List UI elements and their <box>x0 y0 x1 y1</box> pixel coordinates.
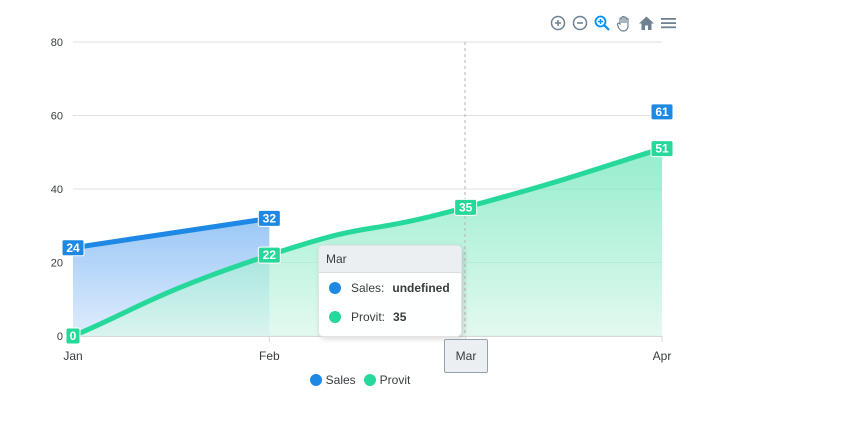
data-label-text: 61 <box>655 105 669 119</box>
data-label-text: 0 <box>70 329 77 343</box>
legend-label-sales: Sales <box>325 373 356 387</box>
data-label-box <box>454 198 478 216</box>
tooltip-row-sales: Sales: undefined <box>319 273 461 302</box>
legend-marker-provit <box>363 374 376 386</box>
menu-icon[interactable] <box>658 12 678 34</box>
legend-marker-sales <box>309 374 322 386</box>
x-axis-tooltip: Mar <box>444 339 488 373</box>
y-tick-label: 40 <box>51 184 63 196</box>
legend-item-sales[interactable]: Sales <box>309 373 356 387</box>
tooltip-value-sales: undefined <box>392 280 450 295</box>
y-tick-label: 60 <box>51 111 63 123</box>
tooltip-row-provit: Provit: 35 <box>319 302 461 331</box>
selection-zoom-icon[interactable] <box>592 12 612 34</box>
x-tick-label: Apr <box>653 349 672 363</box>
tooltip-marker-sales <box>329 281 341 294</box>
data-label-box <box>61 239 85 257</box>
data-label-text: 22 <box>263 248 277 262</box>
data-label-provit: 0 <box>65 327 81 345</box>
data-label-box <box>257 246 281 264</box>
y-axis: 80 60 40 20 0 <box>51 37 63 343</box>
data-label-text: 35 <box>459 200 473 214</box>
y-tick-label: 20 <box>51 258 63 270</box>
data-labels: 24 32 61 0 22 35 51 <box>61 103 674 345</box>
legend-label-provit: Provit <box>379 373 411 387</box>
data-label-provit: 35 <box>454 198 478 216</box>
data-label-provit: 22 <box>257 246 281 264</box>
tooltip-label-sales: Sales: <box>351 280 385 295</box>
legend-item-provit[interactable]: Provit <box>363 373 411 387</box>
x-axis: JanFebMarApr <box>63 336 671 363</box>
data-label-text: 24 <box>66 241 80 255</box>
data-label-box <box>257 209 281 227</box>
y-tick-label: 80 <box>51 37 63 49</box>
data-label-text: 32 <box>263 211 277 225</box>
data-label-box <box>65 327 81 345</box>
series-line-sales <box>70 215 272 251</box>
series-line-provit <box>70 146 665 339</box>
tooltip-title: Mar <box>319 246 461 273</box>
chart-tooltip: Mar Sales: undefined Provit: 35 <box>318 245 462 337</box>
series-lines <box>70 146 665 339</box>
x-tick-label: Jan <box>63 349 82 363</box>
zoom-in-icon[interactable] <box>548 12 568 34</box>
home-reset-icon[interactable] <box>636 12 656 34</box>
data-label-box <box>650 103 674 121</box>
zoom-out-icon[interactable] <box>570 12 590 34</box>
legend: Sales Provit <box>0 373 720 387</box>
data-label-box <box>650 140 674 158</box>
data-label-sales: 32 <box>257 209 281 227</box>
chart-toolbar <box>548 12 678 34</box>
data-label-sales: 61 <box>650 103 674 121</box>
y-tick-label: 0 <box>57 331 63 343</box>
tooltip-marker-provit <box>329 310 341 323</box>
x-tick-label: Feb <box>259 349 280 363</box>
pan-hand-icon[interactable] <box>614 12 634 34</box>
tooltip-label-provit: Provit: <box>351 309 386 324</box>
tooltip-value-provit: 35 <box>393 309 407 324</box>
data-label-provit: 51 <box>650 140 674 158</box>
data-label-text: 51 <box>655 142 669 156</box>
data-label-sales: 24 <box>61 239 85 257</box>
